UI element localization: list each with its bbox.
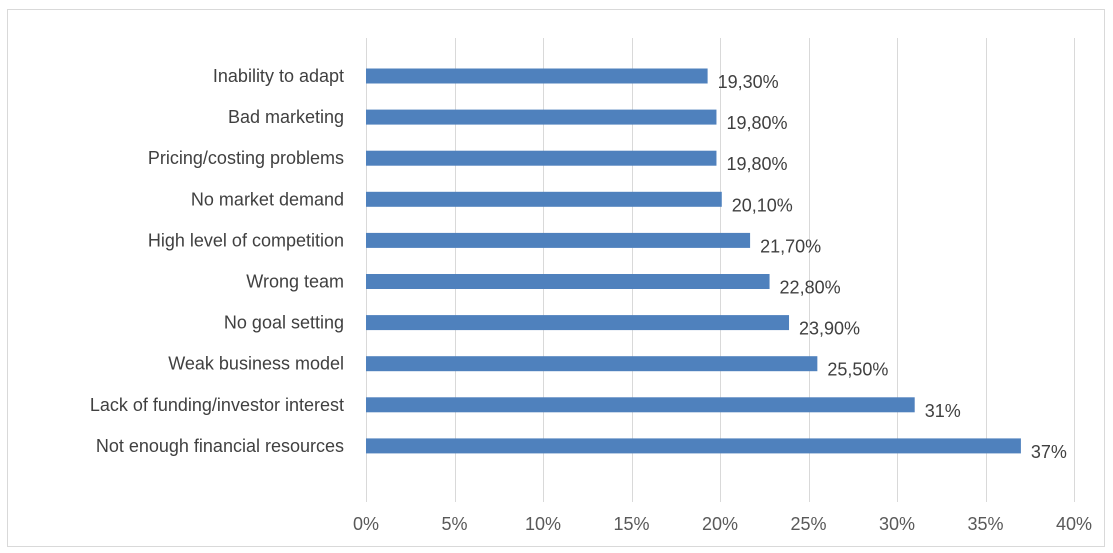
data-label: 20,10% [732, 195, 793, 215]
category-label: Weak business model [168, 354, 344, 374]
category-label: High level of competition [148, 230, 344, 250]
category-label: Not enough financial resources [96, 436, 344, 456]
x-tick-label: 35% [967, 514, 1003, 534]
data-label: 23,90% [799, 319, 860, 339]
category-label: No market demand [191, 189, 344, 209]
category-label: Pricing/costing problems [148, 148, 344, 168]
x-tick-label: 0% [353, 514, 379, 534]
category-label: Lack of funding/investor interest [90, 395, 344, 415]
bar [366, 68, 708, 84]
x-tick-label: 30% [879, 514, 915, 534]
data-label: 21,70% [760, 236, 821, 256]
x-tick-label: 10% [525, 514, 561, 534]
x-tick-label: 20% [702, 514, 738, 534]
bar [366, 150, 717, 166]
bar [366, 356, 818, 372]
bar-chart: Inability to adapt Bad marketing Pricing/c… [90, 38, 1092, 534]
bar [366, 438, 1021, 454]
x-tick-label: 40% [1056, 514, 1092, 534]
x-tick-label: 25% [790, 514, 826, 534]
x-tick-label: 15% [613, 514, 649, 534]
data-label: 25,50% [827, 360, 888, 380]
bars [366, 68, 1021, 454]
bar [366, 315, 790, 331]
bar [366, 274, 770, 289]
data-label: 37% [1031, 442, 1067, 462]
bar [366, 191, 722, 207]
data-label: 22,80% [780, 278, 841, 298]
x-axis-tick-labels: 0% 5% 10% 15% 20% 25% 30% 35% 40% [353, 514, 1092, 534]
data-label: 19,80% [726, 154, 787, 174]
category-label: Wrong team [246, 272, 344, 292]
gridlines [366, 38, 1075, 502]
data-label: 19,30% [718, 72, 779, 92]
data-label: 31% [925, 401, 961, 421]
category-label: Inability to adapt [213, 66, 344, 86]
x-tick-label: 5% [441, 514, 467, 534]
bar [366, 109, 717, 125]
category-label: No goal setting [224, 313, 344, 333]
category-label: Bad marketing [228, 107, 344, 127]
data-label: 19,80% [726, 113, 787, 133]
bar [366, 232, 751, 248]
chart-frame: Inability to adapt Bad marketing Pricing/c… [7, 9, 1105, 547]
data-labels: 19,30% 19,80% 19,80% 20,10% 21,70% 22,80% 23,9… [718, 72, 1067, 462]
category-labels: Inability to adapt Bad marketing Pricing/c… [90, 66, 344, 456]
bar [366, 397, 915, 413]
